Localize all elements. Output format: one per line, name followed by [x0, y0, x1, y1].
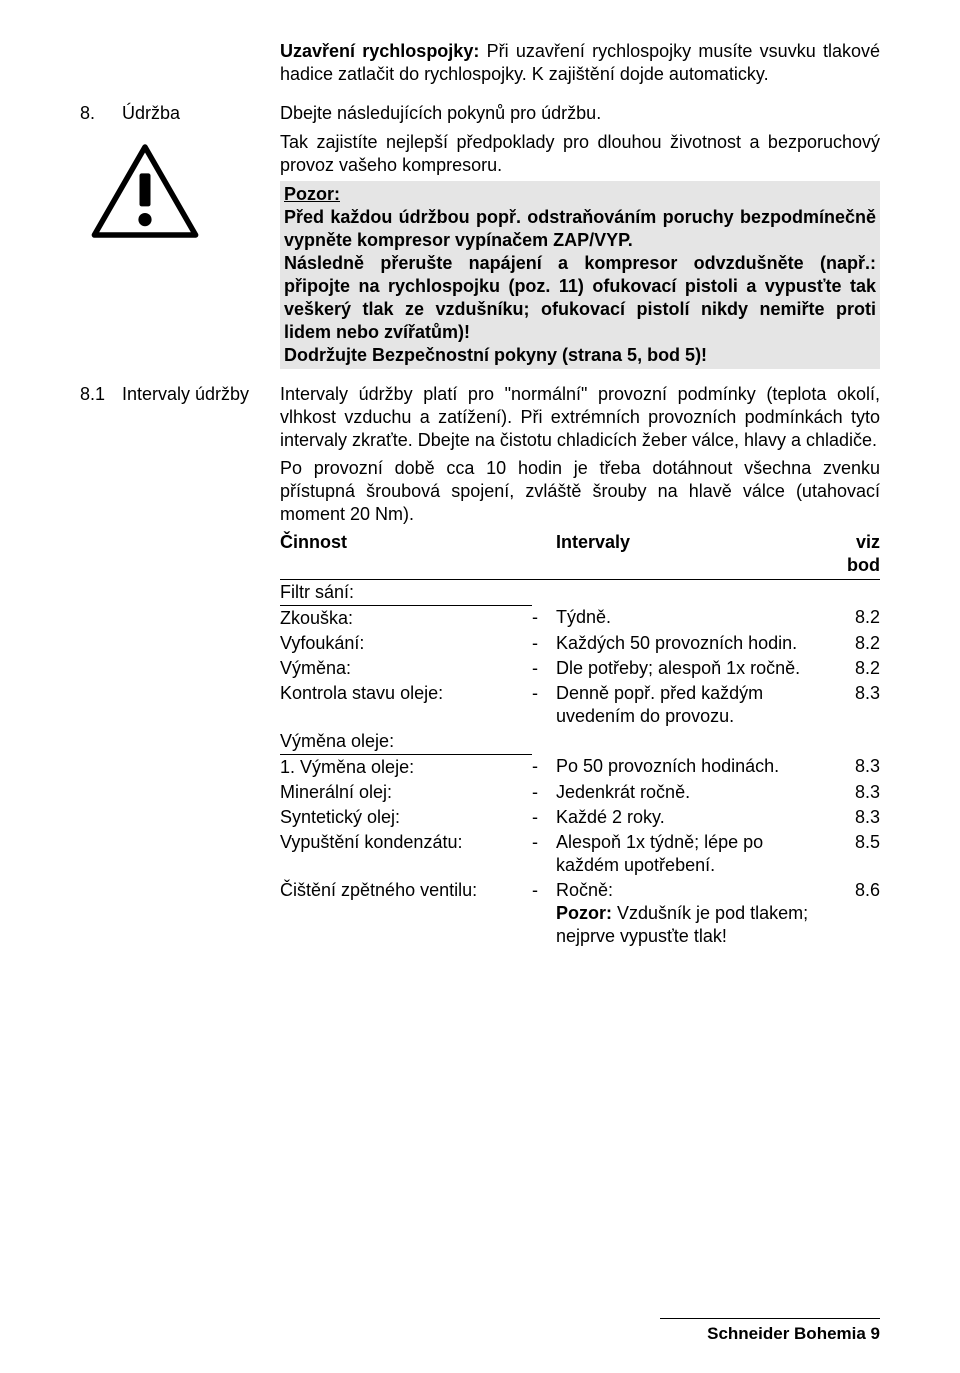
synt-label: Syntetický olej:	[280, 805, 532, 830]
zkouska-ref: 8.2	[820, 605, 880, 631]
vymol1-label: 1. Výměna oleje:	[280, 754, 532, 780]
dash: -	[532, 631, 556, 656]
col-intervals: Intervaly	[556, 530, 820, 580]
section-81-row: 8.1 Intervaly údržby Intervaly údržby pl…	[80, 383, 880, 949]
vent-pozor-label: Pozor:	[556, 903, 612, 923]
page: Uzavření rychlospojky: Při uzavření rych…	[0, 0, 960, 1373]
dash: -	[532, 878, 556, 949]
table-row: Výměna: - Dle potřeby; alespoň 1x ročně.…	[280, 656, 880, 681]
vent-ref: 8.6	[820, 878, 880, 949]
vymol1-int: Po 50 provozních hodinách.	[556, 754, 820, 780]
vent-int1: Ročně:	[556, 880, 613, 900]
dash: -	[532, 656, 556, 681]
kontrola-int: Denně popř. před každým uvedením do prov…	[556, 681, 820, 729]
synt-int: Každé 2 roky.	[556, 805, 820, 830]
kond-ref: 8.5	[820, 830, 880, 878]
vent-int-cell: Ročně: Pozor: Vzdušník je pod tlakem; ne…	[556, 878, 820, 949]
dash: -	[532, 681, 556, 729]
sec8-left: 8. Údržba	[80, 102, 280, 125]
kond-int: Alespoň 1x týdně; lépe po každém upotřeb…	[556, 830, 820, 878]
filtr-group: Filtr sání:	[280, 579, 532, 605]
dash: -	[532, 754, 556, 780]
vent-label: Čištění zpětného ventilu:	[280, 878, 532, 949]
sec81-left: 8.1 Intervaly údržby	[80, 383, 280, 406]
miner-label: Minerální olej:	[280, 780, 532, 805]
sec8-icon-col	[80, 131, 280, 241]
intro-text-col: Uzavření rychlospojky: Při uzavření rych…	[280, 40, 880, 90]
vymena-int: Dle potřeby; alespoň 1x ročně.	[556, 656, 820, 681]
zkouska-label: Zkouška:	[280, 605, 532, 631]
miner-int: Jedenkrát ročně.	[556, 780, 820, 805]
sec81-p1: Intervaly údržby platí pro "normální" pr…	[280, 383, 880, 452]
dash: -	[532, 805, 556, 830]
col-activity: Činnost	[280, 530, 532, 580]
table-row: Filtr sání:	[280, 579, 880, 605]
sec8-title: Údržba	[122, 102, 280, 125]
sec8-right: Dbejte následujících pokynů pro údržbu.	[280, 102, 880, 125]
kontrola-label: Kontrola stavu oleje:	[280, 681, 532, 729]
col-ref: viz bod	[820, 530, 880, 580]
table-row: Minerální olej: - Jedenkrát ročně. 8.3	[280, 780, 880, 805]
sec81-title: Intervaly údržby	[122, 383, 280, 406]
sec8-body-row: Tak zajistíte nejlepší předpoklady pro d…	[80, 131, 880, 369]
sec81-right: Intervaly údržby platí pro "normální" pr…	[280, 383, 880, 949]
table-row: Vyfoukání: - Každých 50 provozních hodin…	[280, 631, 880, 656]
vyfouk-int: Každých 50 provozních hodin.	[556, 631, 820, 656]
warning-heading: Pozor:	[284, 183, 876, 206]
kond-label: Vypuštění kondenzátu:	[280, 830, 532, 878]
intro-bold-label: Uzavření rychlospojky:	[280, 41, 479, 61]
table-row: Vypuštění kondenzátu: - Alespoň 1x týdně…	[280, 830, 880, 878]
intro-paragraph: Uzavření rychlospojky: Při uzavření rych…	[280, 40, 880, 86]
sec8-lead: Dbejte následujících pokynů pro údržbu.	[280, 102, 880, 125]
synt-ref: 8.3	[820, 805, 880, 830]
warning-text-3: Dodržujte Bezpečnostní pokyny (strana 5,…	[284, 344, 876, 367]
col-dash-head	[532, 530, 556, 580]
vyfouk-label: Vyfoukání:	[280, 631, 532, 656]
table-row: Zkouška: - Týdně. 8.2	[280, 605, 880, 631]
table-head-row: Činnost Intervaly viz bod	[280, 530, 880, 580]
table-row: 1. Výměna oleje: - Po 50 provozních hodi…	[280, 754, 880, 780]
kontrola-ref: 8.3	[820, 681, 880, 729]
warning-icon	[90, 141, 200, 241]
table-row: Čištění zpětného ventilu: - Ročně: Pozor…	[280, 878, 880, 949]
section-8-row: 8. Údržba Dbejte následujících pokynů pr…	[80, 102, 880, 125]
page-footer: Schneider Bohemia 9	[660, 1318, 880, 1345]
warning-box: Pozor: Před každou údržbou popř. odstraň…	[280, 181, 880, 369]
vymena-label: Výměna:	[280, 656, 532, 681]
vymol1-ref: 8.3	[820, 754, 880, 780]
vyfouk-ref: 8.2	[820, 631, 880, 656]
vymena-ref: 8.2	[820, 656, 880, 681]
dash: -	[532, 780, 556, 805]
dash: -	[532, 605, 556, 631]
warning-text-2: Následně přerušte napájení a kompresor o…	[284, 252, 876, 344]
table-row: Kontrola stavu oleje: - Denně popř. před…	[280, 681, 880, 729]
zkouska-int: Týdně.	[556, 605, 820, 631]
intervals-table: Činnost Intervaly viz bod Filtr sání: Zk…	[280, 530, 880, 950]
vymol-group: Výměna oleje:	[280, 729, 532, 755]
intro-row: Uzavření rychlospojky: Při uzavření rych…	[80, 40, 880, 90]
sec81-p2: Po provozní době cca 10 hodin je třeba d…	[280, 457, 880, 526]
table-row: Výměna oleje:	[280, 729, 880, 755]
table-row: Syntetický olej: - Každé 2 roky. 8.3	[280, 805, 880, 830]
sec8-p1: Tak zajistíte nejlepší předpoklady pro d…	[280, 131, 880, 177]
sec8-num: 8.	[80, 102, 122, 125]
warning-text-1: Před každou údržbou popř. odstraňováním …	[284, 206, 876, 252]
miner-ref: 8.3	[820, 780, 880, 805]
sec81-num: 8.1	[80, 383, 122, 406]
dash: -	[532, 830, 556, 878]
sec8-right2: Tak zajistíte nejlepší předpoklady pro d…	[280, 131, 880, 369]
